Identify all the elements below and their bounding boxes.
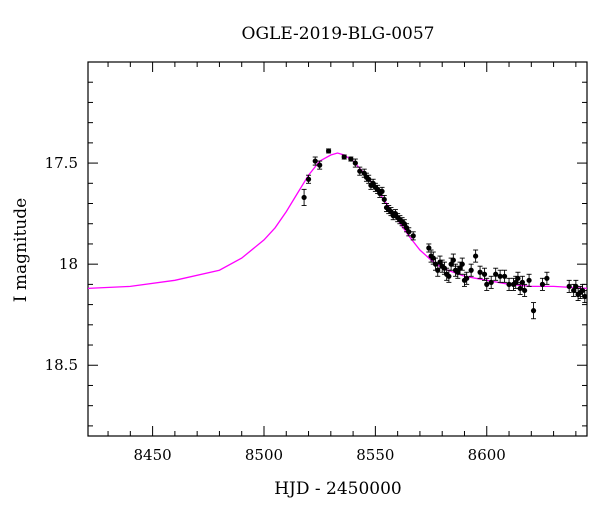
data-point (484, 281, 490, 287)
data-point (468, 267, 474, 273)
data-point (488, 279, 494, 285)
data-point (457, 265, 463, 271)
data-point (515, 275, 521, 281)
plot-frame (87, 61, 588, 437)
y-axis-label: I magnitude (11, 198, 31, 302)
data-point (455, 269, 461, 275)
x-axis-label: HJD - 2450000 (274, 479, 402, 499)
data-point (366, 176, 372, 182)
data-point (437, 259, 443, 265)
data-point (301, 194, 307, 201)
y-tick-label: 17.5 (45, 154, 78, 172)
data-point (317, 162, 323, 168)
data-point (448, 261, 454, 267)
x-tick-label: 8450 (134, 446, 172, 464)
data-point (539, 281, 546, 287)
data-point (381, 196, 387, 203)
data-point (571, 287, 577, 294)
data-point (446, 273, 452, 279)
model-curve (87, 152, 588, 290)
data-point (473, 253, 479, 259)
data-point (459, 261, 465, 267)
plot-area: 8450 8500 8550 8600 17.5 18 18.5 (45, 61, 588, 464)
data-point (513, 279, 519, 285)
data-point (341, 154, 347, 160)
x-tick-label: 8500 (245, 446, 283, 464)
data-point (519, 279, 525, 285)
y-tick-label: 18 (59, 255, 78, 273)
data-point (544, 275, 550, 281)
x-tick-label: 8600 (468, 446, 506, 464)
data-point (352, 160, 358, 166)
data-point (406, 229, 412, 235)
data-point (522, 287, 528, 294)
data-point (530, 308, 537, 314)
data-point (305, 176, 312, 182)
data-point (435, 267, 441, 273)
data-point (348, 156, 354, 162)
data-point (573, 283, 579, 289)
data-point (357, 168, 363, 174)
data-point (325, 148, 332, 154)
data-point (493, 271, 499, 277)
data-point (506, 281, 512, 287)
chart-title: OGLE-2019-BLG-0057 (242, 24, 435, 44)
data-point (464, 275, 470, 281)
data-point (481, 271, 488, 277)
x-tick-label: 8550 (356, 446, 394, 464)
data-point (526, 277, 532, 283)
data-point (501, 273, 508, 279)
data-point (426, 245, 432, 251)
y-tick-label: 18.5 (45, 356, 78, 374)
data-point (566, 283, 572, 289)
data-point (410, 233, 416, 239)
data-point (477, 269, 483, 275)
data-point (582, 293, 588, 300)
data-point (379, 188, 385, 194)
data-point (450, 257, 456, 263)
data-point (497, 273, 503, 279)
data-point (312, 158, 318, 164)
